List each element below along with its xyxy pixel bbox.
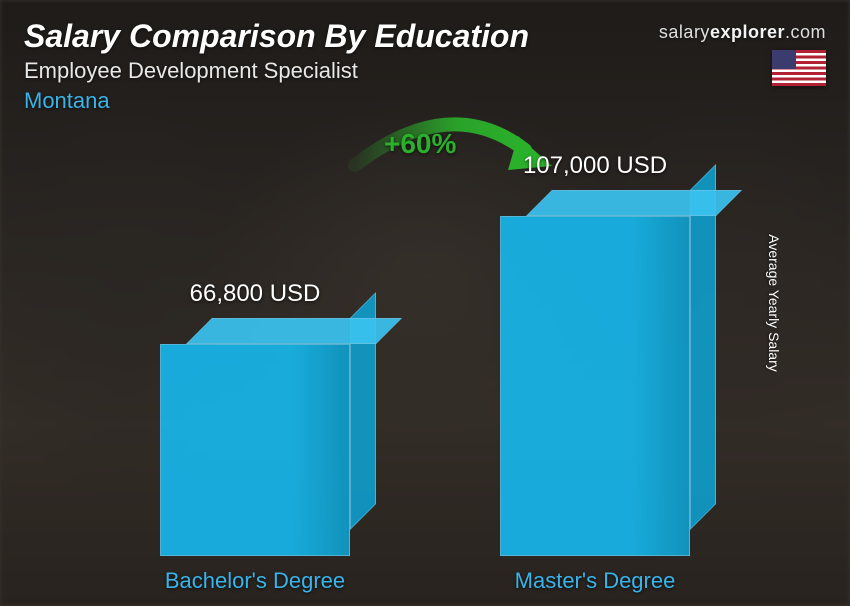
flag-icon <box>772 50 826 86</box>
watermark: salaryexplorer.com <box>659 22 826 43</box>
bar <box>500 190 716 556</box>
watermark-part-2: explorer <box>710 22 785 42</box>
watermark-part-1: salary <box>659 22 710 42</box>
bar-front <box>160 344 350 556</box>
region-label: Montana <box>24 88 110 114</box>
bar <box>160 318 376 556</box>
bar-top <box>526 190 742 216</box>
bar-value-label: 107,000 USD <box>465 152 725 180</box>
page-title: Salary Comparison By Education <box>24 18 529 55</box>
watermark-part-3: .com <box>785 22 826 42</box>
bar-front <box>500 216 690 556</box>
bar-value-label: 66,800 USD <box>125 280 385 308</box>
bar-chart: 66,800 USD 107,000 USD <box>0 136 850 556</box>
bar-category-label: Bachelor's Degree <box>125 568 385 594</box>
bar-top <box>186 318 402 344</box>
content-layer: Salary Comparison By Education Employee … <box>0 0 850 606</box>
bar-side <box>690 164 716 530</box>
job-title: Employee Development Specialist <box>24 58 358 84</box>
bar-category-label: Master's Degree <box>465 568 725 594</box>
category-axis: Bachelor's Degree Master's Degree <box>0 564 850 594</box>
